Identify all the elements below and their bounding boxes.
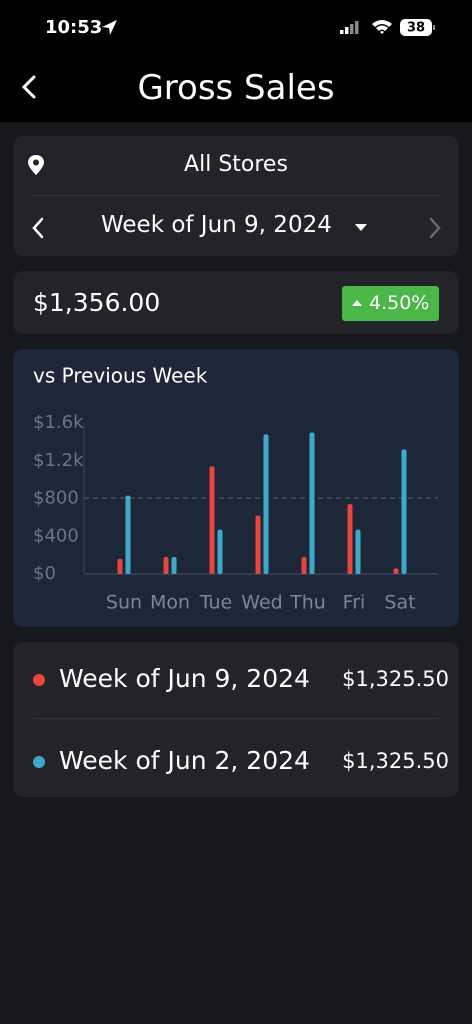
bar: [163, 557, 169, 574]
store-selector[interactable]: All Stores: [184, 152, 288, 177]
chart: vs Previous Week $0 $400 $800 $1.2k $1.6k Sun…: [33, 364, 438, 614]
bar: [401, 449, 407, 574]
x-tick-label: Sun: [106, 592, 142, 614]
x-tick-label: Mon: [150, 592, 190, 614]
prev-week[interactable]: [29, 216, 49, 240]
week-selector[interactable]: Week of Jun 9, 2024: [101, 212, 332, 238]
y-tick-label: $400: [33, 525, 79, 546]
summary-card: $1,356.00 4.50%: [13, 271, 459, 334]
bar: [301, 557, 307, 574]
x-tick-label: Wed: [241, 592, 282, 614]
legend-total: $1,325.50: [342, 667, 449, 691]
filter-card: All Stores Week of Jun 9, 2024: [13, 136, 459, 256]
x-tick-label: Tue: [199, 592, 232, 614]
legend-label: Week of Jun 9, 2024: [59, 664, 310, 693]
chart-card: vs Previous Week $0 $400 $800 $1.2k $1.6k Sun…: [13, 349, 459, 627]
bar: [117, 558, 123, 574]
status-icons: 38: [340, 19, 435, 36]
bar: [347, 504, 353, 574]
y-tick-label: $0: [33, 563, 56, 584]
location-arrow: [102, 20, 117, 35]
y-tick-label: $800: [33, 488, 79, 509]
time: 10:53: [45, 17, 103, 38]
bar: [125, 495, 131, 574]
legend-label: Week of Jun 2, 2024: [59, 746, 310, 775]
total-sales: $1,356.00: [33, 288, 161, 317]
bar: [393, 568, 399, 574]
up-caret: [352, 300, 362, 306]
x-tick-label: Sat: [384, 592, 415, 614]
x-tick-label: Thu: [289, 592, 326, 614]
change-value: 4.50%: [369, 292, 430, 314]
bar: [263, 434, 269, 574]
bar: [171, 557, 177, 574]
back-button[interactable]: [18, 74, 42, 102]
bar: [217, 529, 223, 574]
bar: [209, 466, 215, 574]
bar: [355, 529, 361, 574]
bar: [309, 432, 315, 574]
chart-title: vs Previous Week: [33, 364, 208, 388]
bar: [255, 515, 261, 574]
next-week[interactable]: [425, 216, 445, 240]
dropdown-caret: [355, 224, 367, 231]
legend-dot: [33, 756, 45, 768]
divider: [33, 718, 439, 719]
legend-dot: [33, 674, 45, 686]
change-badge: 4.50%: [342, 286, 439, 321]
battery-level: 38: [407, 21, 425, 36]
y-tick-label: $1.2k: [33, 450, 84, 471]
x-tick-label: Fri: [343, 592, 366, 614]
divider: [33, 195, 439, 196]
pin-icon: [28, 155, 44, 175]
top-bar: 10:53 38 Gross Sales: [0, 0, 472, 122]
legend-card: Week of Jun 9, 2024 $1,325.50 Week of Jun …: [13, 642, 459, 797]
legend-total: $1,325.50: [342, 749, 449, 773]
page-title: Gross Sales: [137, 68, 335, 108]
y-tick-label: $1.6k: [33, 412, 84, 433]
